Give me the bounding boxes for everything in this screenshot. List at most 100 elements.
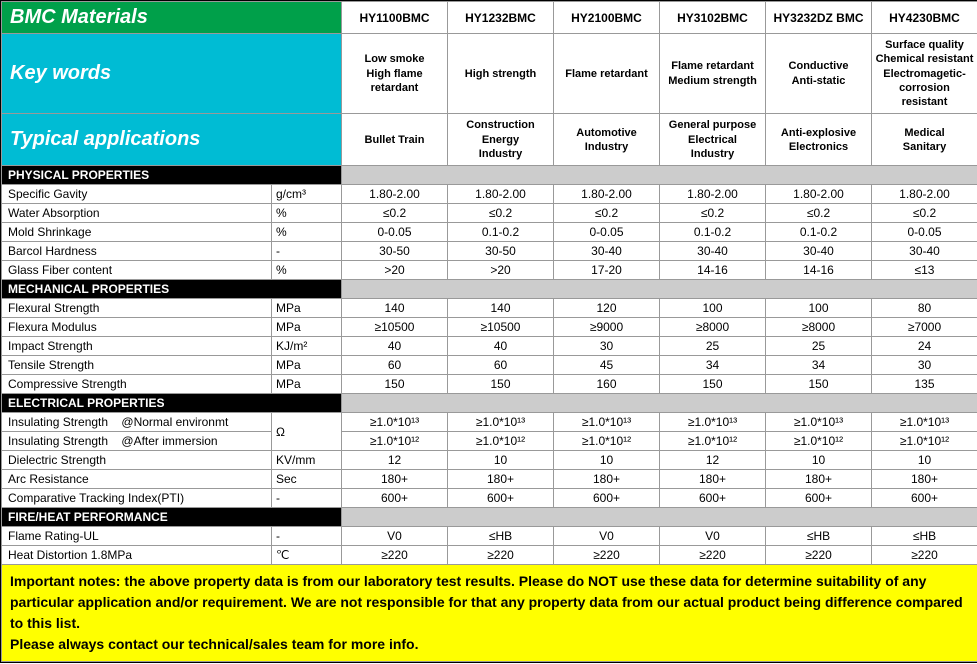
property-unit: Sec bbox=[272, 470, 342, 489]
property-unit: g/cm³ bbox=[272, 185, 342, 204]
property-value: 14-16 bbox=[660, 261, 766, 280]
property-value: 1.80-2.00 bbox=[660, 185, 766, 204]
property-value: 30-50 bbox=[448, 242, 554, 261]
property-value: ≥1.0*10¹² bbox=[342, 432, 448, 451]
property-value: ≥220 bbox=[766, 546, 872, 565]
property-value: 60 bbox=[448, 356, 554, 375]
property-name: Dielectric Strength bbox=[2, 451, 272, 470]
product-header-5: HY4230BMC bbox=[872, 2, 977, 34]
property-name: Arc Resistance bbox=[2, 470, 272, 489]
application-3: General purposeElectricalIndustry bbox=[660, 114, 766, 166]
property-value: ≤0.2 bbox=[660, 204, 766, 223]
property-value: 150 bbox=[448, 375, 554, 394]
property-value: 180+ bbox=[554, 470, 660, 489]
property-name: Heat Distortion 1.8MPa bbox=[2, 546, 272, 565]
property-value: 30-40 bbox=[554, 242, 660, 261]
property-value: 140 bbox=[448, 299, 554, 318]
property-value: 60 bbox=[342, 356, 448, 375]
property-value: 120 bbox=[554, 299, 660, 318]
property-value: V0 bbox=[342, 527, 448, 546]
property-value: 180+ bbox=[872, 470, 977, 489]
property-value: 0.1-0.2 bbox=[660, 223, 766, 242]
property-unit: MPa bbox=[272, 299, 342, 318]
property-value: 150 bbox=[766, 375, 872, 394]
property-value: 180+ bbox=[448, 470, 554, 489]
property-unit: MPa bbox=[272, 318, 342, 337]
application-4: Anti-explosiveElectronics bbox=[766, 114, 872, 166]
property-value: ≤HB bbox=[448, 527, 554, 546]
property-value: ≥1.0*10¹³ bbox=[872, 413, 977, 432]
property-value: ≤0.2 bbox=[342, 204, 448, 223]
property-value: 14-16 bbox=[766, 261, 872, 280]
keywords-label: Key words bbox=[2, 34, 342, 114]
property-value: 10 bbox=[448, 451, 554, 470]
section-header: PHYSICAL PROPERTIES bbox=[2, 166, 342, 185]
property-name: Flexural Strength bbox=[2, 299, 272, 318]
property-value: ≥1.0*10¹³ bbox=[766, 413, 872, 432]
property-unit: KV/mm bbox=[272, 451, 342, 470]
product-header-2: HY2100BMC bbox=[554, 2, 660, 34]
application-1: ConstructionEnergyIndustry bbox=[448, 114, 554, 166]
property-name: Specific Gavity bbox=[2, 185, 272, 204]
property-value: 30-50 bbox=[342, 242, 448, 261]
property-value: ≥9000 bbox=[554, 318, 660, 337]
keyword-2: Flame retardant bbox=[554, 34, 660, 114]
property-unit: MPa bbox=[272, 356, 342, 375]
property-unit: KJ/m² bbox=[272, 337, 342, 356]
property-name: Insulating Strength @Normal environmt bbox=[2, 413, 272, 432]
property-value: ≤HB bbox=[766, 527, 872, 546]
property-value: 30-40 bbox=[872, 242, 977, 261]
property-value: ≥1.0*10¹² bbox=[448, 432, 554, 451]
property-value: 600+ bbox=[872, 489, 977, 508]
property-unit: - bbox=[272, 527, 342, 546]
property-value: 40 bbox=[448, 337, 554, 356]
property-value: 34 bbox=[766, 356, 872, 375]
property-value: 1.80-2.00 bbox=[766, 185, 872, 204]
property-value: 0-0.05 bbox=[872, 223, 977, 242]
property-value: ≥220 bbox=[872, 546, 977, 565]
property-name: Comparative Tracking Index(PTI) bbox=[2, 489, 272, 508]
property-name: Tensile Strength bbox=[2, 356, 272, 375]
property-unit: - bbox=[272, 242, 342, 261]
property-value: ≥1.0*10¹² bbox=[554, 432, 660, 451]
property-value: 25 bbox=[660, 337, 766, 356]
property-value: V0 bbox=[554, 527, 660, 546]
property-value: 150 bbox=[342, 375, 448, 394]
property-value: 30 bbox=[872, 356, 977, 375]
property-value: 100 bbox=[660, 299, 766, 318]
property-value: 34 bbox=[660, 356, 766, 375]
property-name: Glass Fiber content bbox=[2, 261, 272, 280]
property-value: 30 bbox=[554, 337, 660, 356]
section-spacer bbox=[342, 280, 977, 299]
property-unit: MPa bbox=[272, 375, 342, 394]
property-value: 600+ bbox=[448, 489, 554, 508]
section-header: MECHANICAL PROPERTIES bbox=[2, 280, 342, 299]
property-name: Flexura Modulus bbox=[2, 318, 272, 337]
property-value: ≥220 bbox=[448, 546, 554, 565]
property-value: ≥10500 bbox=[448, 318, 554, 337]
application-2: AutomotiveIndustry bbox=[554, 114, 660, 166]
section-spacer bbox=[342, 394, 977, 413]
property-value: 135 bbox=[872, 375, 977, 394]
property-value: 0.1-0.2 bbox=[766, 223, 872, 242]
section-header: FIRE/HEAT PERFORMANCE bbox=[2, 508, 342, 527]
property-value: >20 bbox=[448, 261, 554, 280]
property-unit: Ω bbox=[272, 413, 342, 451]
property-name: Insulating Strength @After immersion bbox=[2, 432, 272, 451]
property-value: 150 bbox=[660, 375, 766, 394]
property-value: 160 bbox=[554, 375, 660, 394]
property-unit: - bbox=[272, 489, 342, 508]
property-value: 17-20 bbox=[554, 261, 660, 280]
property-value: ≥1.0*10¹³ bbox=[554, 413, 660, 432]
important-note: Important notes: the above property data… bbox=[2, 565, 977, 662]
property-value: ≥220 bbox=[554, 546, 660, 565]
property-name: Mold Shrinkage bbox=[2, 223, 272, 242]
property-value: ≥10500 bbox=[342, 318, 448, 337]
property-value: 10 bbox=[872, 451, 977, 470]
keyword-4: ConductiveAnti-static bbox=[766, 34, 872, 114]
property-value: ≥8000 bbox=[766, 318, 872, 337]
property-value: ≤HB bbox=[872, 527, 977, 546]
product-header-4: HY3232DZ BMC bbox=[766, 2, 872, 34]
property-value: 600+ bbox=[342, 489, 448, 508]
property-value: 180+ bbox=[342, 470, 448, 489]
